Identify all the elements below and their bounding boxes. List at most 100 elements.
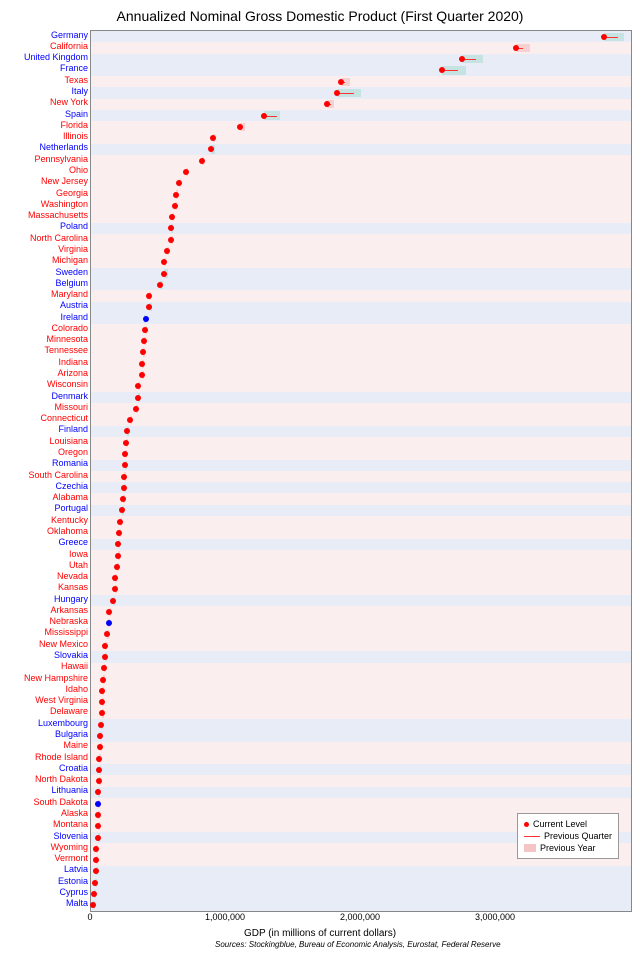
entity-label: Maryland [51,290,88,299]
entity-label: New Mexico [39,640,88,649]
entity-label: New Hampshire [24,674,88,683]
legend-item: Previous Year [524,842,612,854]
data-row [91,651,631,662]
current-level-dot [157,282,163,288]
current-level-dot [208,146,214,152]
entity-label: Utah [69,561,88,570]
data-row [91,697,631,708]
current-level-dot [173,192,179,198]
entity-label: Massachusetts [28,211,88,220]
entity-label: Bulgaria [55,730,88,739]
current-level-dot [95,835,101,841]
current-level-dot [146,293,152,299]
data-row [91,313,631,324]
entity-label: Iowa [69,550,88,559]
current-level-dot [143,316,149,322]
current-level-dot [146,304,152,310]
data-row [91,426,631,437]
current-level-dot [459,56,465,62]
current-level-dot [199,158,205,164]
current-level-dot [122,462,128,468]
current-level-dot [95,801,101,807]
entity-label: France [60,64,88,73]
data-row [91,324,631,335]
entity-label: California [50,42,88,51]
entity-label: Estonia [58,877,88,886]
current-level-dot [124,428,130,434]
x-axis-label: GDP (in millions of current dollars) [0,928,640,939]
data-row [91,674,631,685]
data-row [91,279,631,290]
data-row [91,99,631,110]
current-level-dot [104,631,110,637]
entity-label: Germany [51,31,88,40]
entity-label: Kansas [58,583,88,592]
current-level-dot [338,79,344,85]
entity-label: Sweden [55,268,88,277]
data-row [91,539,631,550]
current-level-dot [98,722,104,728]
current-level-dot [112,586,118,592]
entity-label: Cyprus [59,888,88,897]
data-row [91,629,631,640]
data-row [91,753,631,764]
data-row [91,155,631,166]
data-row [91,369,631,380]
entity-label: Latvia [64,865,88,874]
data-row [91,595,631,606]
current-level-dot [102,654,108,660]
current-level-dot [93,846,99,852]
legend-label: Current Level [533,819,587,829]
entity-label: Wyoming [51,843,88,852]
data-row [91,561,631,572]
data-row [91,290,631,301]
entity-label: Hawaii [61,662,88,671]
current-level-dot [141,338,147,344]
x-tick-label: 2,000,000 [340,912,380,922]
current-level-dot [439,67,445,73]
entity-label: New Jersey [41,177,88,186]
current-level-dot [135,383,141,389]
current-level-dot [91,891,97,897]
current-level-dot [120,496,126,502]
data-row [91,392,631,403]
data-row [91,900,631,911]
plot-area: Current LevelPrevious QuarterPrevious Ye… [90,30,632,912]
data-row [91,31,631,42]
current-level-dot [95,812,101,818]
current-level-dot [96,756,102,762]
current-level-dot [161,259,167,265]
data-row [91,54,631,65]
entity-label: Spain [65,110,88,119]
current-level-dot [92,880,98,886]
legend: Current LevelPrevious QuarterPrevious Ye… [517,813,619,859]
data-row [91,798,631,809]
current-level-dot [142,327,148,333]
data-row [91,640,631,651]
data-row [91,437,631,448]
data-row [91,166,631,177]
current-level-dot [97,744,103,750]
current-level-dot [123,440,129,446]
data-row [91,347,631,358]
current-level-dot [93,857,99,863]
entity-label: Oklahoma [47,527,88,536]
entity-label: Luxembourg [38,719,88,728]
entity-label: Pennsylvania [34,155,88,164]
entity-label: Greece [58,538,88,547]
entity-label: Virginia [58,245,88,254]
entity-label: South Carolina [28,471,88,480]
current-level-dot [99,699,105,705]
current-level-dot [95,789,101,795]
legend-box-icon [524,844,536,852]
entity-label: Oregon [58,448,88,457]
entity-label: Louisiana [49,437,88,446]
chart-title: Annualized Nominal Gross Domestic Produc… [0,0,640,28]
x-tick-label: 0 [87,912,92,922]
legend-line-icon [524,836,540,837]
entity-label: Connecticut [40,414,88,423]
gdp-chart: Annualized Nominal Gross Domestic Produc… [0,0,640,960]
x-tick-label: 1,000,000 [205,912,245,922]
entity-label: Slovakia [54,651,88,660]
entity-label: Croatia [59,764,88,773]
